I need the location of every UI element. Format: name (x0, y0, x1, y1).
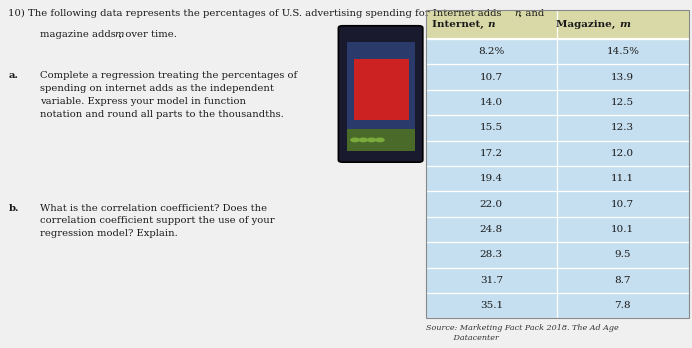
Bar (426, 268, 689, 293)
Text: 35.1: 35.1 (480, 301, 503, 310)
Bar (426, 115, 689, 141)
Text: , over time.: , over time. (119, 30, 177, 39)
Text: Complete a regression treating the percentages of
spending on internet adds as t: Complete a regression treating the perce… (40, 71, 298, 119)
Bar (426, 64, 689, 90)
Text: 15.5: 15.5 (480, 124, 503, 132)
Text: m: m (114, 30, 124, 39)
Text: 14.5%: 14.5% (606, 47, 639, 56)
Circle shape (367, 137, 376, 142)
Bar (426, 293, 689, 318)
Text: m: m (619, 20, 630, 29)
Text: Source: Marketing Fact Pack 2018. The Ad Age
           Datacenter: Source: Marketing Fact Pack 2018. The Ad… (426, 324, 619, 342)
Text: a.: a. (8, 71, 18, 80)
Bar (426, 191, 689, 217)
Text: 7.8: 7.8 (614, 301, 631, 310)
Bar (426, 39, 689, 64)
Text: 8.2%: 8.2% (478, 47, 504, 56)
Text: 14.0: 14.0 (480, 98, 503, 107)
Text: 11.1: 11.1 (611, 174, 635, 183)
Circle shape (375, 137, 385, 142)
Text: 9.5: 9.5 (614, 251, 631, 259)
Text: 12.5: 12.5 (611, 98, 635, 107)
Text: Internet,: Internet, (432, 20, 488, 29)
Text: 12.0: 12.0 (611, 149, 635, 158)
Bar (347, 129, 415, 151)
Text: 24.8: 24.8 (480, 225, 503, 234)
Bar (426, 242, 689, 268)
Text: Magazine,: Magazine, (556, 20, 619, 29)
Bar (426, 217, 689, 242)
Text: 12.3: 12.3 (611, 124, 635, 132)
Bar (426, 10, 689, 39)
Text: 10.7: 10.7 (480, 73, 503, 81)
Bar (426, 166, 689, 191)
Text: , and: , and (519, 9, 544, 18)
Text: 22.0: 22.0 (480, 200, 503, 208)
Text: 31.7: 31.7 (480, 276, 503, 285)
Text: b.: b. (8, 204, 19, 213)
Circle shape (358, 137, 368, 142)
Bar (347, 42, 415, 151)
Text: 8.7: 8.7 (614, 276, 631, 285)
Text: 10) The following data represents the percentages of U.S. advertising spending f: 10) The following data represents the pe… (8, 9, 505, 18)
Text: n: n (514, 9, 520, 18)
Text: 13.9: 13.9 (611, 73, 635, 81)
Text: 28.3: 28.3 (480, 251, 503, 259)
Bar (426, 141, 689, 166)
Text: What is the correlation coefficient? Does the
correlation coefficient support th: What is the correlation coefficient? Doe… (40, 204, 275, 238)
Bar (426, 90, 689, 115)
Text: n: n (488, 20, 495, 29)
Text: 10.7: 10.7 (611, 200, 635, 208)
Text: 17.2: 17.2 (480, 149, 503, 158)
Text: magazine adds: magazine adds (40, 30, 119, 39)
Circle shape (350, 137, 360, 142)
Text: 10.1: 10.1 (611, 225, 635, 234)
Bar (354, 59, 409, 120)
FancyBboxPatch shape (338, 26, 423, 162)
Text: 19.4: 19.4 (480, 174, 503, 183)
